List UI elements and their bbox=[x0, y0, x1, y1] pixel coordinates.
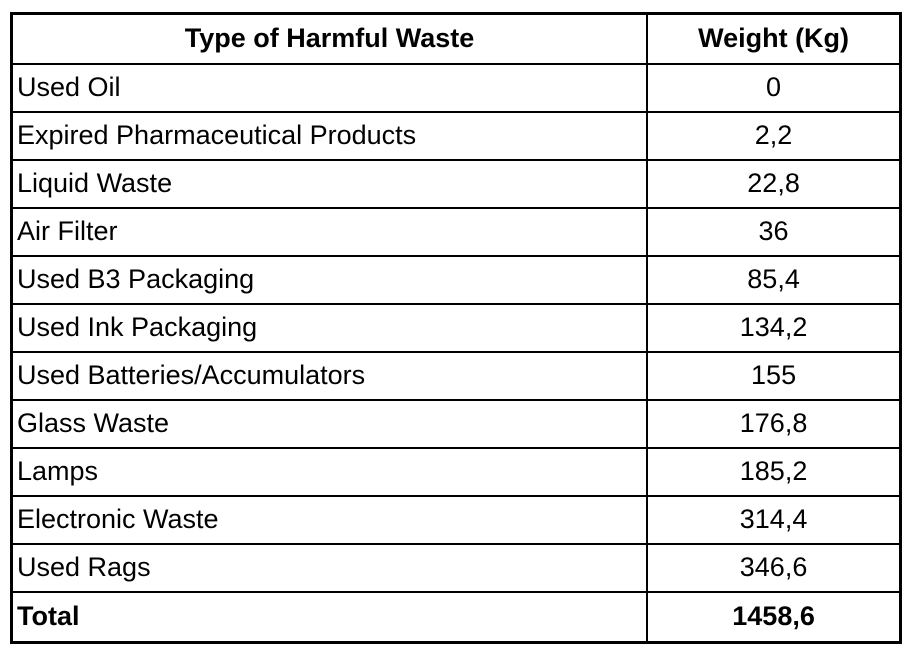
table-row: Liquid Waste 22,8 bbox=[10, 159, 902, 209]
table-row: Used Batteries/Accumulators 155 bbox=[10, 351, 902, 401]
column-header-weight: Weight (Kg) bbox=[646, 12, 902, 65]
table-body: Used Oil 0 Expired Pharmaceutical Products… bbox=[10, 63, 902, 593]
waste-type-cell: Air Filter bbox=[10, 207, 649, 257]
weight-value-cell: 346,6 bbox=[646, 543, 902, 593]
waste-type-cell: Used Batteries/Accumulators bbox=[10, 351, 649, 401]
waste-type-cell: Electronic Waste bbox=[10, 495, 649, 545]
table-header: Type of Harmful Waste Weight (Kg) bbox=[10, 12, 902, 65]
table-row: Expired Pharmaceutical Products 2,2 bbox=[10, 111, 902, 161]
waste-type-cell: Used Ink Packaging bbox=[10, 303, 649, 353]
weight-value-cell: 85,4 bbox=[646, 255, 902, 305]
weight-value-cell: 36 bbox=[646, 207, 902, 257]
table-row: Used Ink Packaging 134,2 bbox=[10, 303, 902, 353]
table-footer: Total 1458,6 bbox=[10, 591, 902, 644]
table-row: Lamps 185,2 bbox=[10, 447, 902, 497]
weight-value-cell: 314,4 bbox=[646, 495, 902, 545]
header-row: Type of Harmful Waste Weight (Kg) bbox=[10, 12, 902, 65]
weight-value-cell: 2,2 bbox=[646, 111, 902, 161]
waste-type-cell: Liquid Waste bbox=[10, 159, 649, 209]
waste-type-cell: Used Rags bbox=[10, 543, 649, 593]
waste-type-cell: Expired Pharmaceutical Products bbox=[10, 111, 649, 161]
total-weight-value: 1458,6 bbox=[646, 591, 902, 644]
table-row: Used B3 Packaging 85,4 bbox=[10, 255, 902, 305]
weight-value-cell: 155 bbox=[646, 351, 902, 401]
total-row: Total 1458,6 bbox=[10, 591, 902, 644]
weight-value-cell: 0 bbox=[646, 63, 902, 113]
total-label: Total bbox=[10, 591, 649, 644]
table-row: Used Rags 346,6 bbox=[10, 543, 902, 593]
table-row: Air Filter 36 bbox=[10, 207, 902, 257]
weight-value-cell: 185,2 bbox=[646, 447, 902, 497]
column-header-type: Type of Harmful Waste bbox=[10, 12, 649, 65]
waste-type-cell: Used Oil bbox=[10, 63, 649, 113]
table-row: Used Oil 0 bbox=[10, 63, 902, 113]
waste-type-cell: Glass Waste bbox=[10, 399, 649, 449]
waste-type-cell: Used B3 Packaging bbox=[10, 255, 649, 305]
table-row: Electronic Waste 314,4 bbox=[10, 495, 902, 545]
weight-value-cell: 22,8 bbox=[646, 159, 902, 209]
weight-value-cell: 134,2 bbox=[646, 303, 902, 353]
weight-value-cell: 176,8 bbox=[646, 399, 902, 449]
harmful-waste-table: Type of Harmful Waste Weight (Kg) Used O… bbox=[10, 12, 902, 644]
table-row: Glass Waste 176,8 bbox=[10, 399, 902, 449]
waste-type-cell: Lamps bbox=[10, 447, 649, 497]
harmful-waste-table-container: Type of Harmful Waste Weight (Kg) Used O… bbox=[10, 12, 902, 644]
